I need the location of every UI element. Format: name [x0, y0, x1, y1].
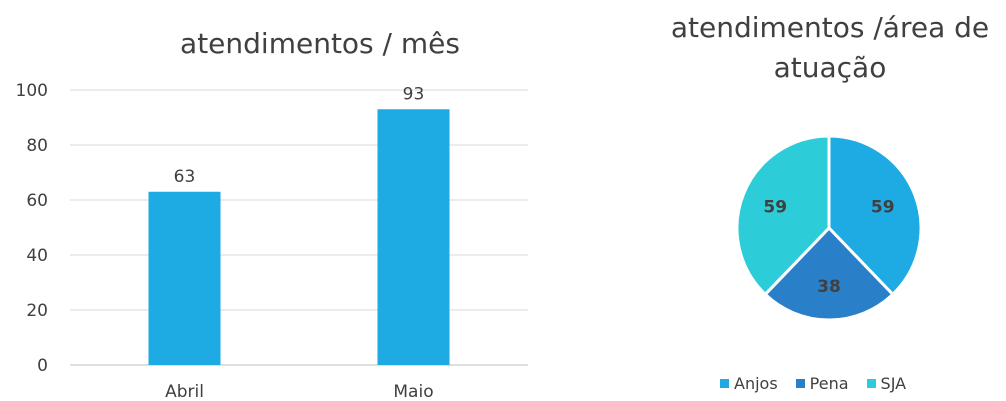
- y-tick-label: 0: [37, 356, 48, 376]
- pie-value-label: 59: [871, 197, 895, 217]
- legend-item: SJA: [866, 374, 907, 393]
- bar: [377, 109, 450, 365]
- y-tick-label: 40: [26, 246, 48, 266]
- y-tick-label: 60: [26, 191, 48, 211]
- y-tick-label: 80: [26, 136, 48, 156]
- x-tick-label: Maio: [393, 382, 433, 401]
- pie-value-label: 38: [817, 277, 841, 297]
- pie-slice: [763, 225, 895, 322]
- legend-label: SJA: [880, 374, 907, 393]
- x-tick-label: Abril: [165, 382, 204, 401]
- legend-item: Pena: [795, 374, 849, 393]
- legend-swatch: [720, 379, 729, 388]
- pie-slice: [827, 134, 923, 297]
- legend-swatch: [866, 379, 876, 388]
- y-tick-label: 100: [16, 81, 48, 101]
- legend-label: Pena: [809, 374, 849, 393]
- legend-swatch: [795, 379, 805, 388]
- bar-chart-title: atendimentos / mês: [180, 27, 460, 60]
- bar-value-label: 63: [174, 167, 196, 187]
- pie-chart-title: atendimentos /área de atuação: [670, 11, 990, 84]
- y-tick-label: 20: [26, 301, 48, 321]
- bar: [148, 191, 221, 365]
- pie-legend: Anjos Pena SJA: [720, 374, 906, 393]
- legend-label: Anjos: [734, 374, 778, 393]
- pie-value-label: 59: [763, 197, 787, 217]
- legend-item: Anjos: [720, 374, 778, 393]
- pie-slice: [735, 134, 831, 297]
- bar-value-label: 93: [403, 84, 425, 104]
